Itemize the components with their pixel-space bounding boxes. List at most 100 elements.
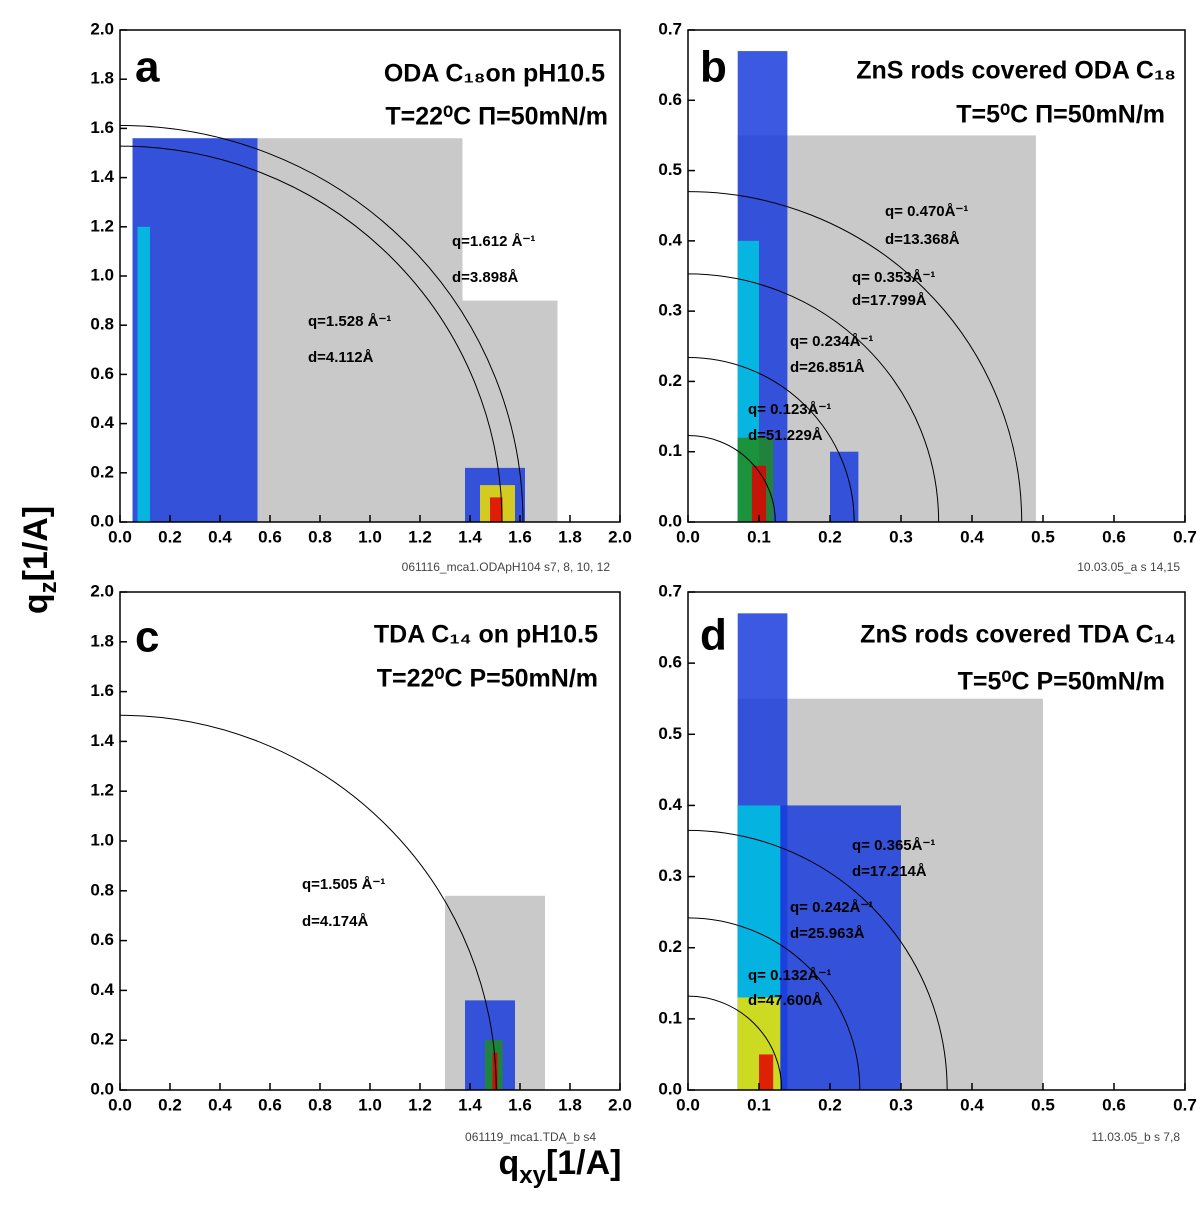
x-tick-label: 1.2 [408, 1095, 432, 1114]
y-tick-label: 1.8 [90, 69, 114, 88]
y-tick-label: 1.0 [90, 830, 114, 849]
x-tick-label: 0.1 [747, 527, 771, 546]
y-label-sub: z [35, 581, 62, 593]
panel-footnote: 061116_mca1.ODApH104 s7, 8, 10, 12 [402, 560, 611, 574]
y-tick-label: 0.2 [658, 937, 682, 956]
y-tick-label: 0.1 [658, 1008, 682, 1027]
x-tick-label: 0.4 [208, 527, 232, 546]
d-label: d=47.600Å [748, 992, 823, 1009]
x-label-rest: [1/A] [546, 1144, 622, 1182]
x-tick-label: 1.0 [358, 527, 382, 546]
x-tick-label: 1.4 [458, 527, 482, 546]
intensity-region [751, 465, 767, 522]
x-tick-label: 0.0 [108, 1095, 132, 1114]
q-label: q=1.528 Å⁻¹ [308, 313, 391, 330]
x-tick-label: 0.4 [960, 527, 984, 546]
y-tick-label: 2.0 [90, 581, 114, 600]
y-tick-label: 1.2 [90, 216, 114, 235]
y-label-rest: [1/A] [17, 506, 55, 582]
q-arc [687, 995, 783, 1091]
x-tick-label: 2.0 [608, 1095, 632, 1114]
x-tick-label: 1.0 [358, 1095, 382, 1114]
q-label: q= 0.470Å⁻¹ [885, 203, 968, 220]
x-label-sub: xy [519, 1162, 546, 1189]
y-axis-label: qz[1/A] [17, 506, 62, 614]
panel-letter: a [135, 43, 160, 92]
x-tick-label: 0.4 [208, 1095, 232, 1114]
x-tick-label: 1.2 [408, 527, 432, 546]
d-label: d=13.368Å [885, 231, 960, 248]
y-tick-label: 0.7 [658, 581, 682, 600]
y-tick-label: 0.8 [90, 880, 114, 899]
x-tick-label: 0.3 [889, 527, 913, 546]
x-tick-label: 0.2 [818, 1095, 842, 1114]
x-tick-label: 0.7 [1173, 527, 1197, 546]
x-tick-label: 1.6 [508, 527, 532, 546]
q-arc [687, 273, 940, 523]
y-tick-label: 1.4 [90, 731, 114, 750]
panel-letter: b [700, 43, 727, 92]
q-label: q=1.505 Å⁻¹ [302, 876, 385, 893]
y-tick-label: 2.0 [90, 19, 114, 38]
x-tick-label: 1.8 [558, 1095, 582, 1114]
y-tick-label: 0.3 [658, 866, 682, 885]
panel: q=1.612 Å⁻¹ d=3.898Å q=1.528 Å⁻¹ d=4.112Å 0.… [90, 19, 631, 574]
x-tick-label: 0.6 [258, 527, 282, 546]
q-arc [687, 917, 861, 1091]
y-tick-label: 1.8 [90, 631, 114, 650]
y-tick-label: 0.6 [658, 653, 682, 672]
q-arc [687, 435, 776, 523]
y-tick-label: 0.5 [658, 724, 682, 743]
panel-subtitle: T=22⁰C P=50mN/m [377, 665, 598, 693]
panel-letter: d [700, 611, 727, 660]
q-arc [687, 357, 855, 523]
panel: q=1.505 Å⁻¹ d=4.174Å 0.0 0.2 0.4 0.6 0.8 1.0 1.2… [90, 581, 631, 1144]
panel-letter: c [135, 613, 159, 662]
y-tick-label: 0.1 [658, 441, 682, 460]
intensity-region [492, 1052, 498, 1090]
x-tick-label: 1.8 [558, 527, 582, 546]
x-tick-label: 0.1 [747, 1095, 771, 1114]
panel-title: TDA C₁₄ on pH10.5 [374, 621, 598, 649]
q-arc [687, 829, 948, 1091]
d-label: d=3.898Å [452, 269, 518, 286]
panel: q= 0.365Å⁻¹ d=17.214Å q= 0.242Å⁻¹ d=25.963Å… [658, 581, 1196, 1144]
intensity-region [490, 497, 503, 522]
x-tick-label: 0.5 [1031, 1095, 1055, 1114]
x-tick-label: 0.3 [889, 1095, 913, 1114]
y-label-base: q [17, 593, 55, 614]
x-tick-label: 2.0 [608, 527, 632, 546]
x-tick-label: 1.6 [508, 1095, 532, 1114]
y-tick-label: 0.0 [658, 1079, 682, 1098]
x-tick-label: 0.0 [676, 1095, 700, 1114]
x-tick-label: 0.0 [108, 527, 132, 546]
y-tick-label: 0.0 [90, 1079, 114, 1098]
y-tick-label: 0.5 [658, 160, 682, 179]
x-tick-label: 0.5 [1031, 527, 1055, 546]
q-arc [687, 191, 1023, 523]
panel-title: ZnS rods covered TDA C₁₄ [860, 621, 1176, 649]
x-tick-label: 0.8 [308, 527, 332, 546]
y-tick-label: 0.3 [658, 301, 682, 320]
x-tick-label: 1.4 [458, 1095, 482, 1114]
x-tick-label: 0.6 [1102, 1095, 1126, 1114]
d-label: d=25.963Å [790, 925, 865, 942]
panel-title: ZnS rods covered ODA C₁₈ [856, 57, 1176, 85]
y-tick-label: 0.2 [90, 1030, 114, 1049]
intensity-region [132, 138, 258, 523]
q-label: q= 0.132Å⁻¹ [748, 967, 831, 984]
x-tick-label: 0.4 [960, 1095, 984, 1114]
y-tick-label: 0.0 [658, 511, 682, 530]
y-tick-label: 1.2 [90, 781, 114, 800]
x-tick-label: 0.2 [158, 1095, 182, 1114]
y-tick-label: 1.6 [90, 118, 114, 137]
d-label: d=51.229Å [748, 427, 823, 444]
q-label: q= 0.365Å⁻¹ [852, 837, 935, 854]
y-tick-label: 0.0 [90, 511, 114, 530]
y-tick-label: 0.4 [90, 980, 114, 999]
q-label: q= 0.242Å⁻¹ [790, 899, 873, 916]
q-arc [119, 124, 524, 523]
panel-footnote: 11.03.05_b s 7,8 [1091, 1130, 1180, 1144]
q-label: q= 0.353Å⁻¹ [852, 269, 935, 286]
x-label-base: q [498, 1144, 519, 1182]
